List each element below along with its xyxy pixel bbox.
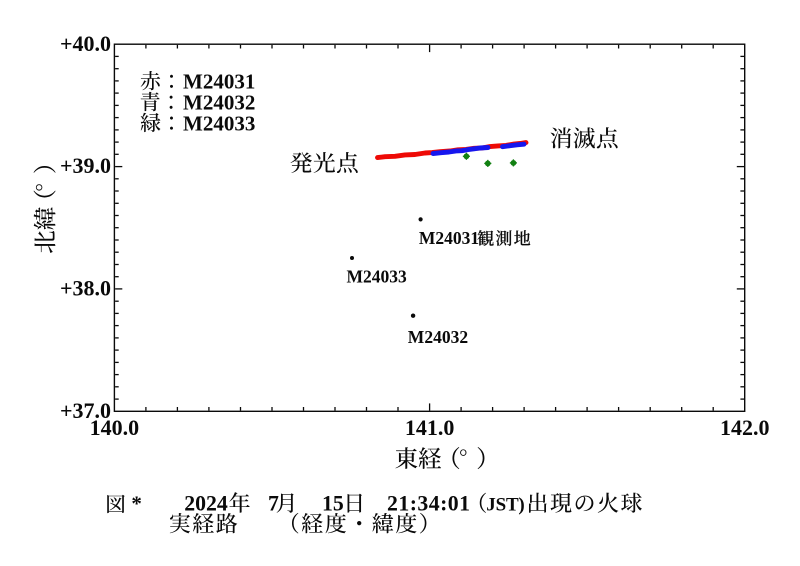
svg-text:142.0: 142.0: [720, 415, 770, 440]
svg-text:+38.0: +38.0: [60, 276, 111, 301]
svg-text:140.0: 140.0: [90, 415, 140, 440]
svg-text:21:34:01: 21:34:01: [387, 492, 471, 516]
svg-text:*: *: [131, 492, 142, 516]
svg-text:M24032: M24032: [183, 91, 255, 115]
svg-text:+37.0: +37.0: [60, 398, 111, 423]
svg-text:M24031: M24031: [183, 70, 255, 94]
svg-text:M24031: M24031: [419, 228, 479, 248]
svg-text:JST): JST): [486, 495, 524, 516]
svg-text:+39.0: +39.0: [60, 153, 111, 178]
svg-text:7: 7: [268, 492, 279, 516]
svg-text:M24033: M24033: [347, 267, 408, 287]
svg-text:15: 15: [322, 492, 344, 516]
svg-text:2024: 2024: [184, 492, 228, 516]
svg-text:M24032: M24032: [408, 327, 468, 347]
svg-text:141.0: 141.0: [405, 415, 455, 440]
svg-text:M24033: M24033: [183, 111, 255, 135]
svg-text:+40.0: +40.0: [60, 31, 111, 56]
